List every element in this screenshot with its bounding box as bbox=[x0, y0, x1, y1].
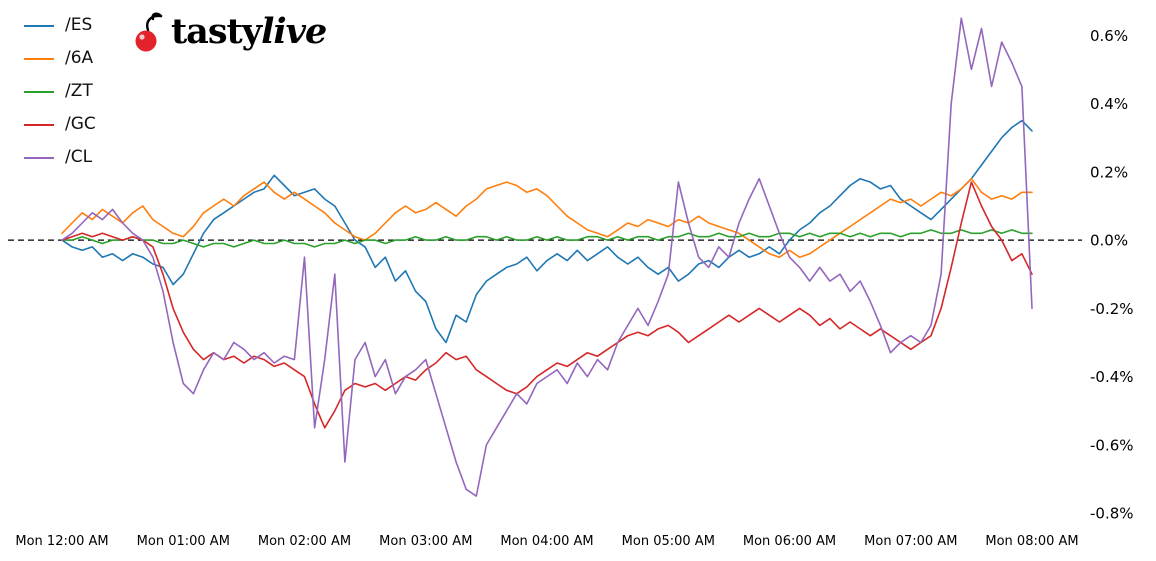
legend-label: /ES bbox=[65, 15, 93, 35]
series-line-cl bbox=[61, 17, 1033, 497]
x-tick-label: Mon 02:00 AM bbox=[258, 534, 351, 549]
legend-item-es: /ES bbox=[24, 14, 96, 37]
brand-part-tasty: tasty bbox=[171, 11, 262, 52]
legend-swatch bbox=[24, 57, 54, 60]
y-tick-label: -0.6% bbox=[1090, 436, 1134, 454]
legend-swatch bbox=[24, 123, 54, 126]
x-tick-label: Mon 01:00 AM bbox=[137, 534, 230, 549]
x-tick-label: Mon 08:00 AM bbox=[985, 534, 1078, 549]
legend-swatch bbox=[24, 90, 54, 93]
y-tick-label: 0.4% bbox=[1090, 95, 1128, 113]
y-tick-label: -0.2% bbox=[1090, 300, 1134, 318]
legend-item-cl: /CL bbox=[24, 146, 96, 169]
legend-label: /6A bbox=[65, 48, 94, 68]
legend-label: /GC bbox=[65, 114, 96, 134]
legend-item-zt: /ZT bbox=[24, 80, 96, 103]
tastylive-logo: tastylive bbox=[132, 11, 327, 54]
y-tick-label: -0.4% bbox=[1090, 368, 1134, 386]
legend-label: /CL bbox=[65, 147, 93, 167]
x-tick-label: Mon 03:00 AM bbox=[379, 534, 472, 549]
brand-wordmark: tastylive bbox=[171, 11, 327, 52]
legend-item-6a: /6A bbox=[24, 47, 96, 70]
series-line-es bbox=[61, 119, 1033, 344]
series-line-6a bbox=[61, 177, 1033, 259]
legend: /ES/6A/ZT/GC/CL bbox=[24, 14, 96, 169]
series-line-zt bbox=[61, 229, 1033, 248]
cherry-icon bbox=[135, 12, 163, 52]
x-tick-label: Mon 12:00 AM bbox=[15, 534, 108, 549]
legend-label: /ZT bbox=[65, 81, 93, 101]
y-tick-label: -0.8% bbox=[1090, 505, 1134, 523]
y-tick-label: 0.0% bbox=[1090, 232, 1128, 250]
y-tick-label: 0.6% bbox=[1090, 27, 1128, 45]
legend-item-gc: /GC bbox=[24, 113, 96, 136]
y-tick-label: 0.2% bbox=[1090, 163, 1128, 181]
x-tick-label: Mon 04:00 AM bbox=[500, 534, 593, 549]
brand-part-live: live bbox=[261, 11, 327, 52]
x-tick-label: Mon 05:00 AM bbox=[622, 534, 715, 549]
legend-swatch bbox=[24, 24, 54, 27]
x-tick-label: Mon 07:00 AM bbox=[864, 534, 957, 549]
series-line-gc bbox=[61, 181, 1033, 429]
legend-swatch bbox=[24, 156, 54, 159]
x-tick-label: Mon 06:00 AM bbox=[743, 534, 836, 549]
